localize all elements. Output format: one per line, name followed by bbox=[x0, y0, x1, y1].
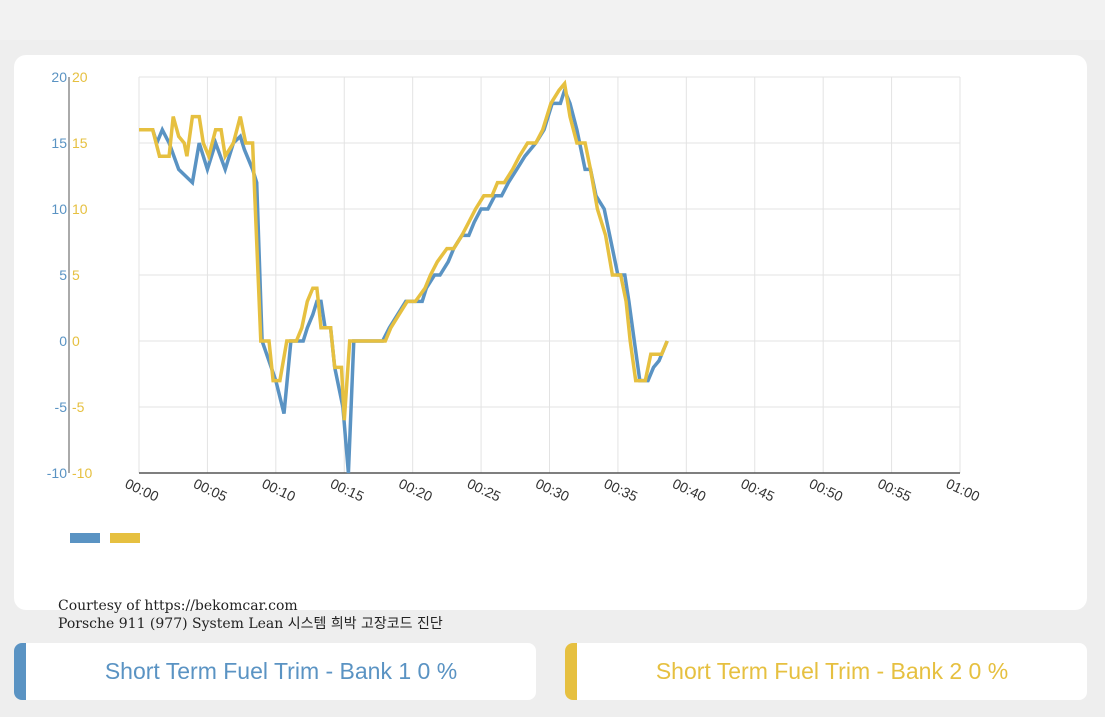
x-tick-label: 00:35 bbox=[602, 475, 641, 504]
credit-line-1: Courtesy of https://bekomcar.com bbox=[58, 598, 298, 614]
bank2-fuel-trim-button[interactable]: Short Term Fuel Trim - Bank 2 0 % bbox=[565, 643, 1087, 700]
bank1-fuel-trim-button[interactable]: Short Term Fuel Trim - Bank 1 0 % bbox=[14, 643, 536, 700]
y-tick-label-left: 20 bbox=[51, 69, 67, 85]
legend-swatch-bank1 bbox=[70, 533, 100, 543]
y-tick-label-left: -5 bbox=[55, 399, 68, 415]
y-tick-label-left: 10 bbox=[51, 201, 67, 217]
series-line-bank1 bbox=[139, 85, 669, 474]
x-tick-label: 01:00 bbox=[944, 475, 983, 504]
top-bar bbox=[0, 0, 1105, 40]
chart-card: -10 -10 -5 -5 0 0 5 5 10 10 15 15 20 20 00:00 00:05 00:1… bbox=[14, 55, 1087, 610]
y-tick-label-right: 5 bbox=[72, 267, 80, 283]
y-tick-label-right: -10 bbox=[72, 465, 92, 481]
x-tick-label: 00:00 bbox=[123, 475, 162, 504]
x-tick-label: 00:10 bbox=[260, 475, 299, 504]
x-tick-label: 00:40 bbox=[670, 475, 709, 504]
x-tick-label: 00:55 bbox=[875, 475, 914, 504]
x-tick-label: 00:30 bbox=[533, 475, 572, 504]
series-line-bank2 bbox=[139, 79, 669, 421]
y-tick-label-left: 5 bbox=[59, 267, 67, 283]
bank2-fuel-trim-label: Short Term Fuel Trim - Bank 2 0 % bbox=[655, 658, 1009, 684]
credit-watermark: Courtesy of https://bekomcar.com Porsche… bbox=[58, 597, 443, 633]
y-tick-label-right: 10 bbox=[72, 201, 88, 217]
x-tick-label: 00:05 bbox=[191, 475, 230, 504]
bank1-fuel-trim-label: Short Term Fuel Trim - Bank 1 0 % bbox=[104, 658, 458, 684]
x-tick-label: 00:45 bbox=[738, 475, 777, 504]
legend-swatch-bank2 bbox=[110, 533, 140, 543]
credit-line-2: Porsche 911 (977) System Lean 시스템 희박 고장코… bbox=[58, 616, 443, 632]
x-tick-label: 00:15 bbox=[328, 475, 367, 504]
y-tick-label-right: 15 bbox=[72, 135, 88, 151]
bank1-color-bar bbox=[14, 643, 26, 700]
x-tick-label: 00:25 bbox=[465, 475, 504, 504]
y-tick-label-right: 20 bbox=[72, 69, 88, 85]
y-tick-label-left: -10 bbox=[47, 465, 67, 481]
x-tick-label: 00:50 bbox=[807, 475, 846, 504]
fuel-trim-chart: -10 -10 -5 -5 0 0 5 5 10 10 15 15 20 20 00:00 00:05 00:1… bbox=[47, 69, 983, 543]
y-tick-label-left: 0 bbox=[59, 333, 67, 349]
y-tick-label-left: 15 bbox=[51, 135, 67, 151]
bank2-color-bar bbox=[565, 643, 577, 700]
x-tick-label: 00:20 bbox=[396, 475, 435, 504]
y-tick-label-right: 0 bbox=[72, 333, 80, 349]
y-tick-label-right: -5 bbox=[72, 399, 85, 415]
